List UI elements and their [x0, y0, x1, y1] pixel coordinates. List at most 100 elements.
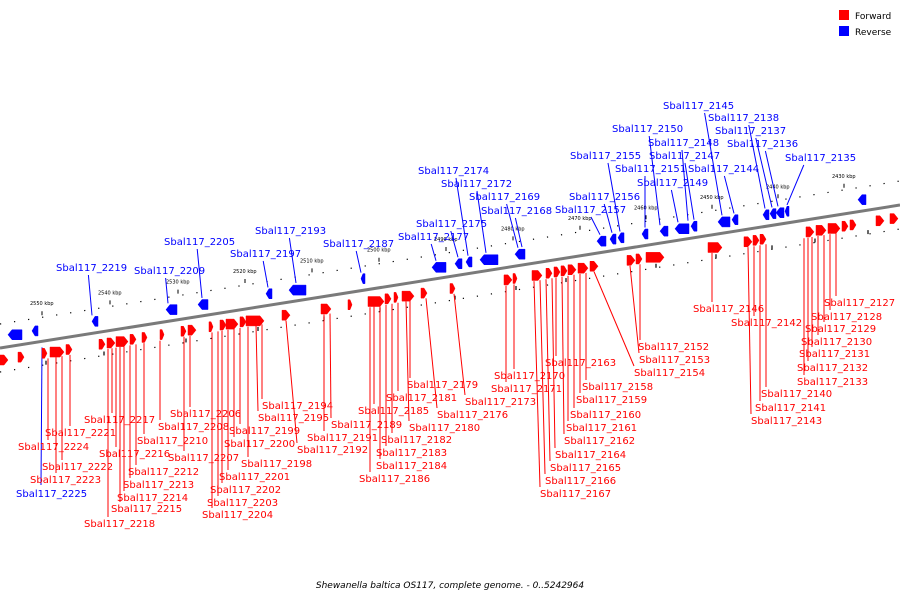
- reverse-gene: [454, 258, 463, 269]
- reverse-gene: [91, 316, 99, 327]
- forward-gene: [553, 266, 561, 278]
- reverse-leader-line: [430, 243, 437, 261]
- tick-label: 2440 kbp: [766, 184, 790, 190]
- reverse-gene: [265, 288, 273, 299]
- reverse-leader-line: [684, 162, 695, 220]
- forward-gene-label: Sbal117_2128: [811, 312, 882, 323]
- forward-gene-label: Sbal117_2130: [801, 337, 872, 348]
- tick-label: 2430 kbp: [832, 174, 856, 180]
- tick-label: 2550 kbp: [30, 301, 54, 307]
- legend-reverse-swatch: [839, 26, 849, 36]
- legend-forward-label: Forward: [855, 12, 891, 22]
- reverse-gene-label: Sbal117_2150: [612, 124, 683, 135]
- forward-gene-label: Sbal117_2224: [18, 442, 89, 453]
- forward-gene-label: Sbal117_2184: [376, 461, 447, 472]
- forward-gene-label: Sbal117_2222: [42, 462, 113, 473]
- forward-gene-label: Sbal117_2166: [545, 476, 616, 487]
- forward-gene: [827, 223, 841, 234]
- forward-gene: [635, 253, 643, 265]
- forward-gene-label: Sbal117_2164: [555, 450, 626, 461]
- forward-gene-label: Sbal117_2170: [494, 371, 565, 382]
- reverse-gene: [288, 284, 307, 296]
- tick-label: 2520 kbp: [233, 269, 257, 275]
- reverse-gene-label: Sbal117_2225: [16, 489, 87, 500]
- forward-gene-label: Sbal117_2180: [409, 423, 480, 434]
- forward-gene: [384, 293, 392, 305]
- forward-leader-line: [425, 298, 438, 409]
- reverse-leader-line: [755, 137, 773, 208]
- reverse-leader-line: [704, 112, 723, 216]
- forward-gene-label: Sbal117_2181: [386, 393, 457, 404]
- reverse-gene: [775, 207, 785, 218]
- reverse-gene-label: Sbal117_2149: [637, 178, 708, 189]
- forward-gene: [645, 252, 665, 263]
- forward-gene: [159, 329, 165, 340]
- reverse-gene-label: Sbal117_2219: [56, 263, 127, 274]
- tick-label: 2460 kbp: [634, 205, 658, 211]
- forward-gene: [707, 242, 723, 253]
- reverse-gene-label: Sbal117_2174: [418, 166, 489, 177]
- forward-gene-label: Sbal117_2160: [570, 410, 641, 421]
- forward-gene: [815, 225, 827, 236]
- forward-gene: [208, 321, 214, 333]
- reverse-leader-line: [450, 230, 459, 258]
- reverse-gene: [784, 206, 790, 217]
- upper-guide: [0, 180, 900, 325]
- tick-label: 2470 kbp: [568, 216, 592, 222]
- reverse-leader-line: [607, 162, 621, 232]
- forward-gene: [531, 270, 543, 281]
- reverse-gene-label: Sbal117_2137: [715, 126, 786, 137]
- forward-leader-line: [533, 281, 541, 488]
- forward-gene-label: Sbal117_2185: [358, 406, 429, 417]
- forward-gene: [98, 339, 106, 350]
- reverse-gene: [197, 299, 209, 310]
- reverse-leader-line: [603, 203, 613, 233]
- forward-gene-label: Sbal117_2202: [210, 485, 281, 496]
- reverse-gene-label: Sbal117_2156: [569, 192, 640, 203]
- forward-gene-label: Sbal117_2154: [634, 368, 705, 379]
- reverse-gene-label: Sbal117_2157: [555, 205, 626, 216]
- forward-gene-label: Sbal117_2186: [359, 474, 430, 485]
- forward-gene-label: Sbal117_2192: [297, 445, 368, 456]
- tick-label: 2490 kbp: [434, 237, 458, 243]
- forward-gene: [841, 220, 849, 232]
- reverse-leader-line: [196, 248, 203, 298]
- tick-label: 2450 kbp: [700, 195, 724, 201]
- forward-gene-label: Sbal117_2203: [207, 498, 278, 509]
- forward-gene: [503, 274, 513, 286]
- forward-leader-line: [285, 320, 298, 444]
- reverse-gene: [479, 254, 499, 265]
- lower-guide: [0, 228, 900, 373]
- forward-gene: [626, 255, 636, 266]
- forward-gene-label: Sbal117_2176: [437, 410, 508, 421]
- forward-gene: [449, 283, 456, 294]
- reverse-gene: [596, 235, 607, 247]
- forward-leader-line: [545, 279, 551, 462]
- reverse-leader-line: [786, 164, 805, 206]
- forward-gene: [187, 324, 197, 336]
- reverse-gene: [165, 304, 178, 315]
- tick-label: 2540 kbp: [98, 290, 122, 296]
- forward-gene-label: Sbal117_2131: [799, 349, 870, 360]
- forward-gene: [420, 287, 428, 299]
- forward-gene-label: Sbal117_2161: [566, 423, 637, 434]
- reverse-leader-line: [506, 203, 519, 248]
- legend: Forward Reverse: [839, 10, 892, 38]
- forward-gene: [577, 262, 589, 274]
- forward-gene: [0, 354, 9, 366]
- forward-gene-label: Sbal117_2201: [219, 472, 290, 483]
- reverse-leader-line: [288, 237, 297, 284]
- forward-gene-label: Sbal117_2162: [564, 436, 635, 447]
- forward-gene: [141, 332, 148, 343]
- forward-gene: [560, 265, 568, 277]
- reverse-leader-line: [476, 190, 487, 253]
- forward-gene-label: Sbal117_2206: [170, 409, 241, 420]
- reverse-leader-line: [748, 124, 766, 209]
- reverse-gene: [514, 248, 526, 260]
- forward-gene: [49, 346, 65, 358]
- reverse-leader-line: [590, 216, 601, 235]
- forward-gene-label: Sbal117_2200: [224, 439, 295, 450]
- forward-leader-line: [453, 293, 466, 396]
